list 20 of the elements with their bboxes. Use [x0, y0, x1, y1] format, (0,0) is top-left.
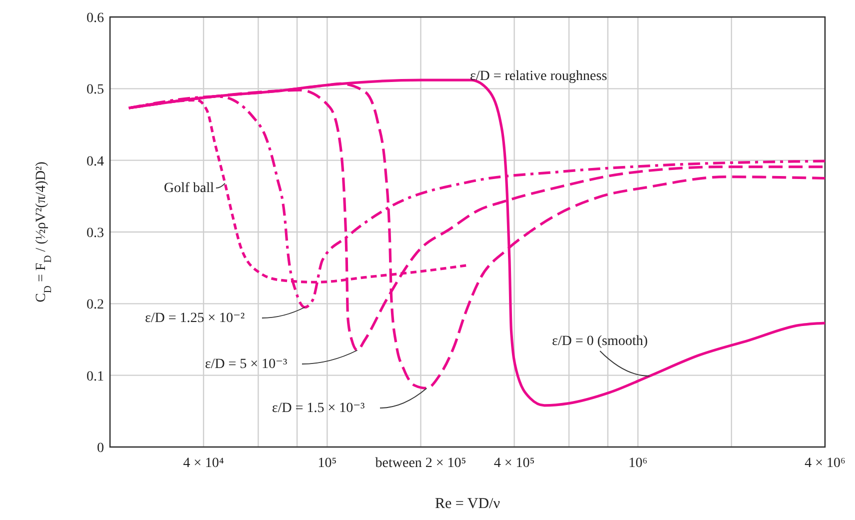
y-tick-label: 0.3	[86, 226, 104, 241]
y-tick-label: 0.6	[86, 11, 104, 26]
y-tick-label: 0.5	[86, 82, 104, 98]
text: ε/D = 1.25 × 10⁻²	[145, 311, 245, 326]
x-tick-label: 10⁵	[318, 456, 337, 471]
x-tick-label: 10⁶	[628, 456, 648, 471]
series-label: ε/D = 0 (smooth)	[552, 334, 648, 349]
y-tick-label: 0	[97, 441, 104, 456]
y-tick-label: 0.1	[86, 369, 104, 384]
x-axis-title: Re = VD/ν	[435, 496, 500, 512]
text: ε/D = 1.5 × 10⁻³	[272, 401, 365, 416]
x-tick-label: 4 × 10⁴	[183, 456, 224, 471]
annotation: ε/D = relative roughness	[470, 69, 608, 84]
x-tick-label: 4 × 10⁵	[494, 456, 535, 471]
x-tick-label: 4 × 10⁶	[804, 456, 846, 471]
x-tick-label: between 2 × 10⁵	[375, 456, 466, 471]
y-tick-label: 0.2	[86, 298, 104, 313]
series-label: Golf ball	[164, 181, 214, 196]
y-tick-label: 0.4	[86, 154, 104, 170]
text: ε/D = 5 × 10⁻³	[205, 357, 288, 372]
